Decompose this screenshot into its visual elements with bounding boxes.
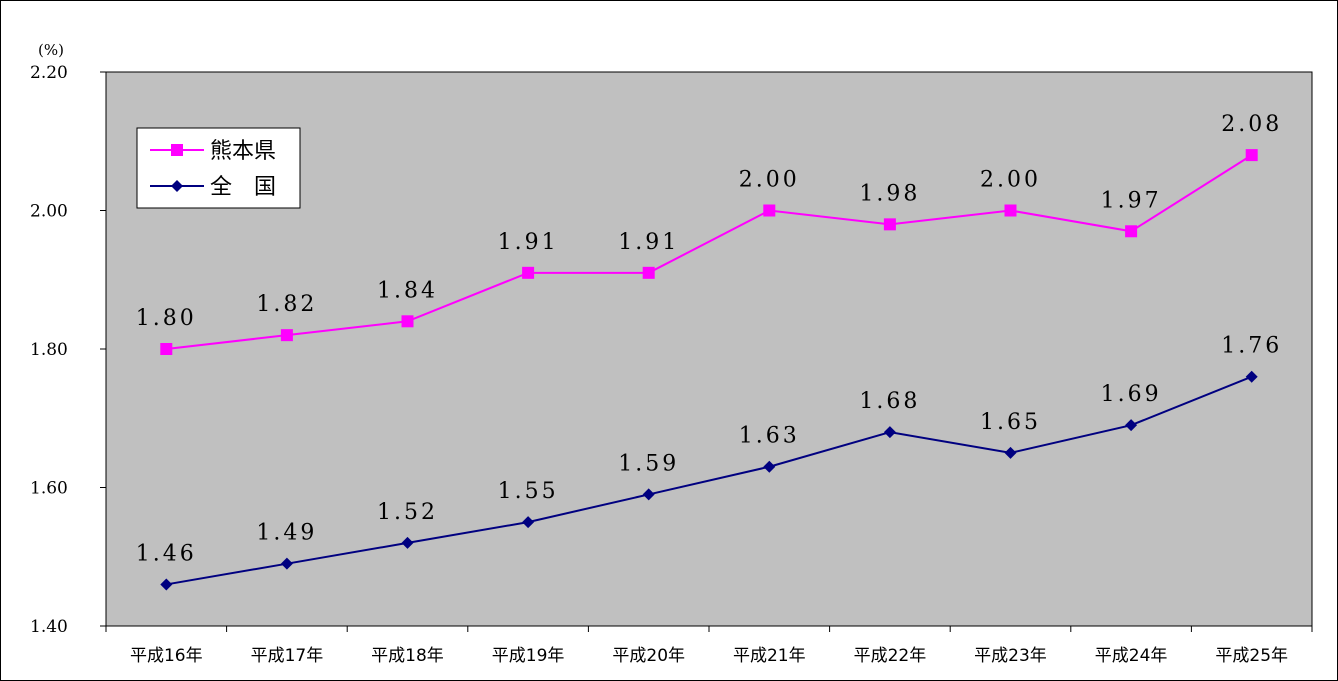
x-tick-label: 平成25年	[1215, 646, 1288, 666]
data-point	[1004, 204, 1017, 217]
x-tick-label: 平成17年	[251, 646, 324, 666]
data-point	[1004, 446, 1017, 459]
data-label: 1.55	[498, 479, 559, 504]
y-tick-label: 1.40	[30, 617, 68, 637]
series-1: 1.46 1.49 1.52 1.55 1.59 1.63 1.68 1.65 1.69 1.76	[136, 334, 1282, 591]
data-label: 1.49	[256, 521, 317, 546]
x-tick-label: 平成21年	[733, 646, 806, 666]
data-point	[883, 426, 896, 439]
data-label: 1.91	[498, 230, 559, 255]
data-label: 2.00	[739, 168, 800, 193]
data-point	[401, 315, 414, 328]
data-point	[160, 343, 173, 355]
data-label: 1.76	[1221, 334, 1282, 359]
data-point	[280, 329, 293, 342]
legend-marker	[171, 180, 183, 192]
y-tick-label: 2.20	[30, 63, 68, 83]
x-axis: 平成16年 平成17年 平成18年 平成19年 平成20年 平成21年 平成22年 平成23年…	[105, 626, 1313, 666]
plot-area	[105, 71, 1313, 627]
x-tick-label: 平成24年	[1095, 646, 1168, 666]
data-label: 1.52	[377, 500, 438, 525]
series-layer: 1.80 1.82 1.84 1.91 1.91 2.00 1.98 2.00 1.97 2.08…	[136, 112, 1282, 591]
y-axis-unit: (%)	[38, 41, 64, 59]
data-label: 1.46	[136, 541, 197, 566]
data-label: 1.69	[1101, 382, 1162, 407]
data-label: 1.59	[618, 451, 679, 476]
data-point	[522, 266, 535, 279]
data-point	[883, 218, 896, 231]
data-label: 1.82	[256, 292, 317, 317]
data-label: 1.63	[739, 424, 800, 449]
data-label: 1.68	[859, 389, 920, 414]
legend-box	[136, 127, 301, 209]
data-label: 1.80	[136, 306, 197, 331]
legend-item-1: 全 国	[150, 175, 276, 200]
y-tick-label: 1.80	[30, 340, 68, 360]
data-point	[280, 557, 293, 570]
data-label: 2.08	[1221, 112, 1282, 137]
data-point	[763, 204, 776, 217]
data-point	[401, 536, 414, 549]
x-tick-label: 平成22年	[854, 646, 927, 666]
x-tick-label: 平成19年	[492, 646, 565, 666]
data-label: 1.97	[1101, 188, 1162, 213]
legend-label: 熊本県	[210, 139, 276, 164]
x-tick-label: 平成23年	[974, 646, 1047, 666]
y-axis: 1.40 1.60 1.80 2.00 2.20	[30, 63, 106, 637]
x-tick-label: 平成18年	[371, 646, 444, 666]
data-point	[1245, 370, 1258, 383]
legend-label: 全 国	[210, 175, 276, 200]
data-point	[1245, 149, 1258, 162]
legend-item-0: 熊本県	[150, 139, 276, 164]
data-label: 1.98	[859, 181, 920, 206]
x-tick-label: 平成20年	[612, 646, 685, 666]
data-point	[160, 578, 173, 591]
data-point	[1125, 419, 1138, 432]
data-point	[1125, 225, 1138, 238]
data-point	[642, 266, 655, 279]
data-point	[763, 460, 776, 473]
y-tick-label: 1.60	[30, 479, 68, 499]
y-tick-label: 2.00	[30, 202, 68, 222]
legend-marker	[171, 144, 183, 156]
data-point	[642, 488, 655, 501]
series-line	[166, 375, 1253, 586]
series-line	[166, 154, 1253, 350]
data-label: 1.65	[980, 410, 1041, 435]
data-label: 1.91	[618, 230, 679, 255]
data-point	[522, 516, 535, 529]
x-tick-label: 平成16年	[130, 646, 203, 666]
series-0: 1.80 1.82 1.84 1.91 1.91 2.00 1.98 2.00 1.97 2.08	[136, 112, 1282, 355]
data-label: 1.84	[377, 278, 438, 303]
data-label: 2.00	[980, 168, 1041, 193]
